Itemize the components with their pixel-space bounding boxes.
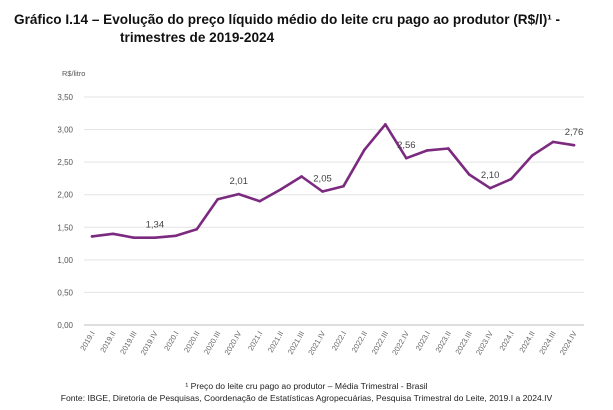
data-point [530, 154, 534, 157]
data-label: 2,01 [229, 176, 248, 187]
y-tick-label: 3,00 [57, 126, 73, 135]
data-point [195, 227, 199, 231]
data-labels: 1,34 2,01 2,05 2,56 2,10 2,76 [146, 127, 584, 231]
data-point [551, 140, 555, 144]
x-tick-label: 2023.IV [474, 329, 495, 357]
x-axis-ticks: 2019.I 2019.II 2019.III 2019.IV 2020.I 2020.I… [78, 329, 579, 357]
data-point [111, 232, 115, 236]
data-point [132, 236, 136, 240]
data-point [572, 143, 576, 147]
footnotes: ¹ Preço do leite cru pago ao produtor – … [0, 380, 613, 404]
y-tick-label: 2,50 [57, 158, 73, 167]
x-tick-label: 2019.IV [139, 329, 160, 357]
data-point [90, 235, 94, 238]
data-label: 2,10 [481, 170, 500, 181]
footnote-text: ¹ Preço do leite cru pago ao produtor – … [185, 381, 428, 391]
y-tick-label: 0,00 [57, 321, 73, 330]
price-series [90, 123, 576, 240]
x-tick-label: 2020.I [162, 330, 180, 353]
x-tick-label: 2024.III [537, 330, 557, 356]
data-point [321, 190, 324, 193]
data-label: 2,76 [565, 127, 584, 138]
x-tick-label: 2021.IV [306, 329, 327, 357]
data-point [384, 123, 387, 126]
series-line [90, 123, 576, 239]
x-tick-label: 2023.I [414, 330, 432, 353]
data-point [258, 199, 261, 203]
x-tick-label: 2021.III [286, 330, 306, 356]
data-point [279, 188, 282, 191]
y-tick-label: 2,00 [57, 191, 73, 200]
data-point [509, 177, 513, 181]
gridlines [84, 96, 584, 326]
x-tick-label: 2022.III [370, 330, 390, 356]
y-tick-label: 3,50 [57, 93, 73, 102]
data-point [342, 184, 345, 188]
x-tick-label: 2021.II [266, 330, 285, 355]
data-point [446, 147, 450, 150]
data-point [363, 148, 366, 152]
source-text: Fonte: IBGE, Diretoria de Pesquisas, Coo… [60, 393, 553, 403]
data-point [216, 197, 220, 201]
data-point [488, 186, 492, 190]
data-label: 2,05 [313, 173, 332, 184]
x-tick-label: 2019.III [118, 330, 138, 356]
x-tick-label: 2020.III [202, 330, 222, 356]
x-tick-label: 2019.II [98, 330, 117, 355]
y-axis-ticks: 0,00 0,50 1,00 1,50 2,00 2,50 3,00 3,50 [57, 93, 73, 330]
data-point [426, 149, 429, 152]
data-point [300, 175, 303, 178]
x-tick-label: 2020.IV [223, 329, 244, 357]
x-tick-label: 2024.I [498, 330, 516, 353]
line-chart: R$/litro 0,00 0,50 1,00 1,50 2,00 2,50 3,00 3,5… [57, 69, 584, 357]
x-tick-label: 2024.II [517, 330, 536, 355]
x-tick-label: 2021.I [246, 330, 264, 353]
x-tick-label: 2024.IV [558, 329, 579, 357]
y-axis-unit-label: R$/litro [62, 69, 85, 78]
x-tick-label: 2022.IV [390, 329, 411, 357]
x-tick-label: 2023.II [434, 330, 453, 355]
data-point [467, 173, 471, 176]
y-tick-label: 1,50 [57, 223, 73, 232]
data-point [405, 156, 408, 160]
data-point [153, 236, 157, 240]
x-tick-label: 2023.III [453, 330, 473, 356]
data-point [237, 192, 240, 196]
chart-title-line2: trimestres de 2019-2024 [120, 30, 275, 45]
data-point [174, 234, 178, 238]
x-tick-label: 2019.I [78, 330, 96, 353]
y-tick-label: 0,50 [57, 288, 73, 297]
data-label: 2,56 [397, 140, 416, 151]
x-tick-label: 2022.II [350, 330, 369, 355]
y-tick-label: 1,00 [57, 256, 73, 265]
chart-title: Gráfico I.14 – Evolução do preço líquido… [14, 11, 606, 47]
x-tick-label: 2022.I [330, 330, 348, 353]
x-tick-label: 2020.II [182, 330, 201, 355]
data-label: 1,34 [146, 220, 165, 231]
chart-title-line1: Gráfico I.14 – Evolução do preço líquido… [14, 12, 561, 27]
